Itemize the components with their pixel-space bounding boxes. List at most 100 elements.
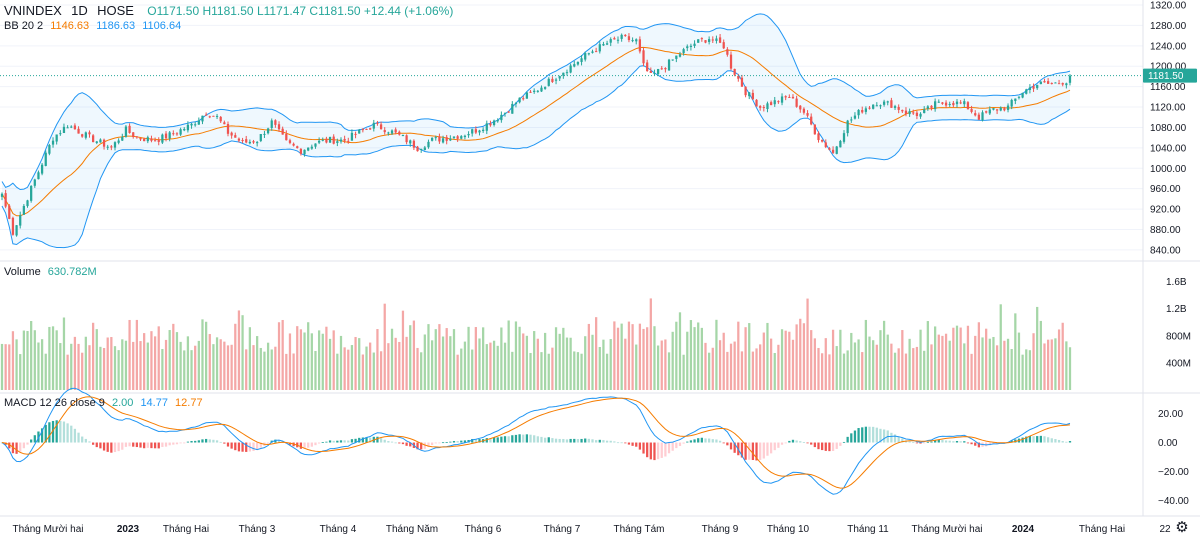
candle-body [711, 39, 714, 41]
time-tick-label: Tháng 10 [767, 524, 810, 535]
macd-histogram-bar [19, 442, 22, 452]
interval-label[interactable]: 1D [71, 3, 88, 18]
candle-body [445, 137, 448, 141]
candle-body [908, 111, 911, 115]
candle-body [230, 132, 233, 136]
candle-body [923, 109, 926, 114]
time-tick-label: Tháng Hai [1079, 524, 1125, 535]
volume-bar [1039, 320, 1042, 390]
volume-bar [350, 345, 354, 390]
volume-bar [252, 345, 255, 390]
volume-axis[interactable]: 1.6B 1.2B 800M 400M [1166, 277, 1191, 369]
bb-upper-line [1, 13, 1071, 191]
volume-bar [387, 343, 390, 390]
volume-bar [715, 319, 718, 390]
volume-bar [609, 339, 612, 390]
macd-histogram-bar [959, 441, 962, 443]
volume-legend[interactable]: Volume 630.782M [4, 266, 97, 278]
macd-histogram-bar [616, 442, 620, 444]
volume-bar [1061, 322, 1064, 390]
macd-histogram-bar [529, 434, 532, 443]
volume-bar [737, 321, 740, 390]
macd-histogram-bar [697, 438, 700, 443]
volume-bar [518, 326, 521, 390]
volume-bar [708, 352, 711, 390]
bb-lower-value: 1106.64 [142, 20, 182, 32]
macd-histogram-bar [208, 439, 211, 443]
price-tick-label: 960.00 [1150, 184, 1181, 195]
bb-legend[interactable]: BB 20 2 1146.63 1186.63 1106.64 [4, 20, 181, 32]
bollinger-bands [1, 13, 1071, 249]
volume-bar [850, 332, 853, 390]
macd-histogram-bar [456, 441, 459, 443]
candle-body [365, 128, 368, 130]
volume-bar [595, 317, 598, 390]
macd-histogram-bar [759, 442, 762, 460]
candle-body [26, 200, 29, 207]
volume-bar [347, 349, 350, 390]
volume-bar [828, 354, 831, 390]
macd-axis[interactable]: 20.00 0.00 −20.00 −40.00 [1158, 409, 1189, 507]
candle-body [212, 115, 215, 117]
candle-body [299, 148, 303, 154]
volume-bar [11, 331, 15, 390]
candle-body [88, 132, 91, 135]
macd-histogram-bar [113, 442, 117, 453]
candle-body [390, 130, 394, 134]
volume-bar [806, 298, 809, 390]
symbol-label[interactable]: VNINDEX [4, 3, 62, 18]
candle-body [861, 110, 864, 113]
candle-body [354, 133, 357, 135]
candle-body [412, 140, 416, 148]
volume-bar [605, 353, 609, 390]
macd-histogram-bar [857, 428, 860, 443]
candle-body [11, 217, 15, 235]
volume-bar [635, 344, 638, 390]
candle-body [718, 37, 722, 43]
macd-histogram-bar [463, 440, 467, 443]
volume-bar [842, 353, 846, 390]
volume-bar [1057, 329, 1061, 390]
candle-body [769, 102, 773, 106]
settings-gear-icon[interactable]: ⚙ [1175, 519, 1189, 536]
macd-histogram-bar [161, 442, 164, 447]
macd-histogram-bar [995, 442, 999, 444]
volume-bar [263, 351, 266, 390]
volume-bar [339, 335, 343, 390]
volume-bar [438, 324, 441, 390]
volume-bar [522, 333, 525, 390]
volume-bar [492, 340, 496, 390]
macd-histogram-bar [620, 442, 623, 444]
volume-bar [463, 341, 467, 390]
macd-histogram-bar [474, 439, 477, 443]
macd-histogram-bar [500, 436, 503, 443]
price-axis[interactable]: 1320.00 1280.00 1240.00 1200.00 1160.00 1120.… [1150, 1, 1187, 257]
candle-body [197, 120, 200, 125]
volume-bar [266, 342, 270, 390]
candle-body [474, 129, 477, 133]
candle-body [529, 91, 532, 93]
macd-histogram-bar [441, 442, 445, 444]
candle-body [438, 136, 441, 142]
macd-histogram-bar [95, 442, 98, 448]
candle-body [401, 135, 405, 137]
candle-body [591, 51, 594, 53]
volume-bar [30, 321, 33, 390]
volume-bar [73, 336, 77, 390]
volume-bar [1054, 338, 1057, 390]
bb-lower-line [1, 65, 1071, 249]
macd-histogram-bar [135, 442, 138, 448]
macd-histogram-bar [802, 442, 806, 443]
macd-histogram-bar [365, 437, 368, 443]
macd-histogram-bar [204, 438, 208, 443]
candle-body [15, 225, 18, 236]
volume-bar [332, 330, 335, 390]
macd-legend[interactable]: MACD 12 26 close 9 2.00 14.77 12.77 [4, 397, 203, 409]
candle-body [919, 113, 922, 117]
volume-bar [226, 345, 230, 390]
volume-bar [274, 346, 277, 390]
macd-histogram-bar [631, 442, 634, 446]
time-axis[interactable]: Tháng Mười hai 2023 Tháng Hai Tháng 3 Tháng … [12, 524, 1171, 535]
macd-histogram-bar [252, 442, 255, 451]
